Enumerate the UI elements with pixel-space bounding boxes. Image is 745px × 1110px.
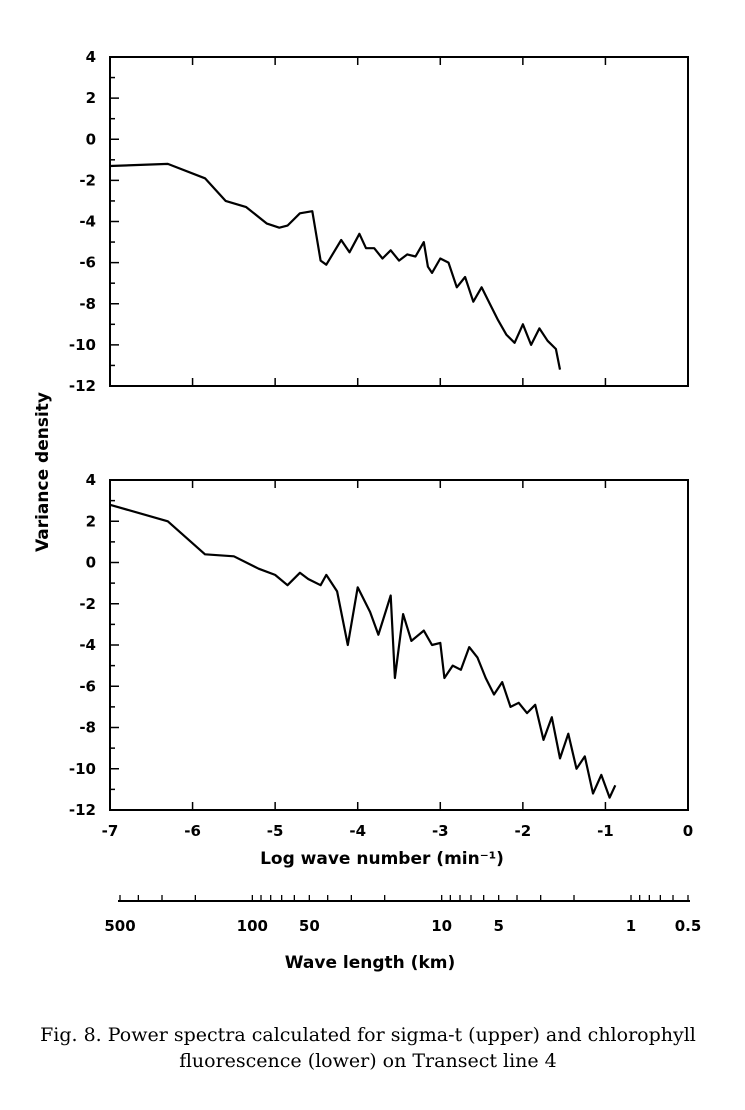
y-tick-label: 4: [86, 471, 96, 489]
x-tick-label: -4: [349, 822, 366, 840]
x-tick-label: -3: [432, 822, 449, 840]
wavelength-tick-label: 50: [299, 917, 320, 935]
y-tick-label: 0: [86, 130, 96, 148]
x-tick-label: 0: [683, 822, 693, 840]
wavelength-tick-label: 10: [431, 917, 452, 935]
y-tick-label: -2: [79, 171, 96, 189]
series-line: [109, 503, 617, 799]
y-axis-title: Variance density: [33, 392, 53, 552]
upper-panel-sigma-t: 4 2 0 -2 -4 -6 -8 -10 -12: [69, 48, 689, 395]
y-tick-label: -2: [79, 595, 96, 613]
y-tick-label: -12: [69, 377, 96, 395]
wavelength-axis-title: Wave length (km): [285, 953, 455, 973]
series-line: [109, 162, 562, 370]
y-tick-label: -6: [79, 254, 96, 272]
x-tick-label: -6: [184, 822, 201, 840]
y-tick-label: -4: [79, 636, 96, 654]
plot-frame: [109, 56, 689, 387]
y-tick-label: 2: [86, 512, 96, 530]
x-tick-label: -1: [597, 822, 614, 840]
x-tick-label: -7: [102, 822, 119, 840]
y-tick-label: -10: [69, 336, 96, 354]
x-tick-label: -2: [515, 822, 532, 840]
figure-caption: Fig. 8. Power spectra calculated for sig…: [40, 1024, 696, 1072]
x-tick-label: -5: [267, 822, 284, 840]
y-tick-label: -6: [79, 677, 96, 695]
wavelength-tick-label: 5: [493, 917, 503, 935]
x-axis-title: Log wave number (min⁻¹): [260, 849, 504, 869]
y-tick-label: -12: [69, 801, 96, 819]
y-tick-label: -8: [79, 295, 96, 313]
wavelength-tick-label: 100: [237, 917, 268, 935]
wavelength-tick-label: 500: [104, 917, 135, 935]
y-tick-label: -10: [69, 760, 96, 778]
wavelength-tick-label: 0.5: [675, 917, 702, 935]
wavelength-tick-label: 1: [626, 917, 636, 935]
y-tick-label: -8: [79, 719, 96, 737]
y-tick-label: 4: [86, 48, 96, 66]
y-tick-label: -4: [79, 213, 96, 231]
y-tick-label: 0: [86, 554, 96, 572]
y-tick-label: 2: [86, 89, 96, 107]
lower-panel-chlorophyll: 420-2-4-6-8-10-12-7 -6 -5 -4 -3 -2 -1 0: [69, 471, 693, 840]
wavelength-axis: 500 100 50 10 5 1 0.5: [104, 895, 701, 935]
